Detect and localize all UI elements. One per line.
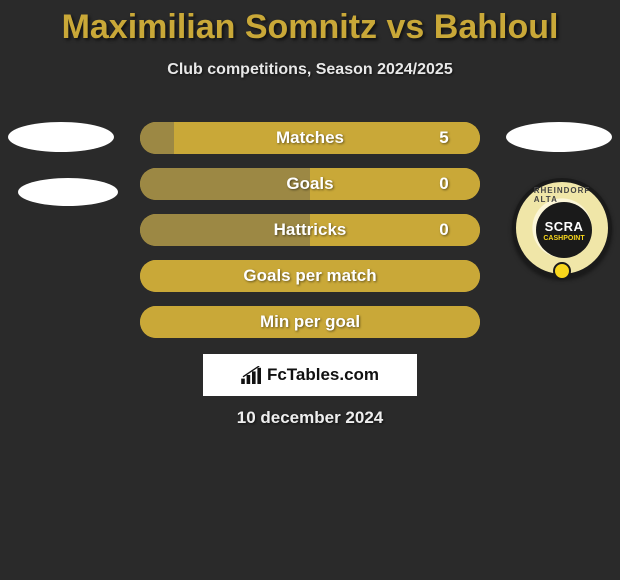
date-text: 10 december 2024 xyxy=(237,408,384,428)
bar-fill-right xyxy=(310,168,480,200)
comparison-bars: Matches 5 Goals 0 Hattricks 0 Goals per match M… xyxy=(140,122,480,338)
bar-label: Hattricks xyxy=(274,220,347,240)
bar-value-right: 5 xyxy=(439,128,448,148)
stat-bar: Goals 0 xyxy=(140,168,480,200)
avatar-ellipse xyxy=(18,178,118,206)
club-badge: RHEINDORF ALTA SCRA CASHPOINT xyxy=(512,178,612,278)
badge-ball-icon xyxy=(553,262,571,280)
bar-value-right: 0 xyxy=(439,174,448,194)
bar-fill-left xyxy=(140,168,310,200)
page-title: Maximilian Somnitz vs Bahloul xyxy=(0,0,620,47)
avatar-ellipse xyxy=(506,122,612,152)
stat-bar: Hattricks 0 xyxy=(140,214,480,246)
player-right-avatar xyxy=(506,122,612,152)
bar-label: Goals xyxy=(286,174,333,194)
bar-value-right: 0 xyxy=(439,220,448,240)
player-left-avatar xyxy=(8,122,118,206)
chart-icon xyxy=(241,366,263,384)
subtitle: Club competitions, Season 2024/2025 xyxy=(0,61,620,79)
bar-label: Goals per match xyxy=(243,266,376,286)
stat-bar: Min per goal xyxy=(140,306,480,338)
bar-label: Matches xyxy=(276,128,344,148)
avatar-ellipse xyxy=(8,122,114,152)
badge-main-text: SCRA xyxy=(545,219,584,234)
stat-bar: Goals per match xyxy=(140,260,480,292)
branding-text: FcTables.com xyxy=(267,365,379,385)
bar-fill-left xyxy=(140,122,174,154)
branding: FcTables.com xyxy=(203,354,417,396)
bar-label: Min per goal xyxy=(260,312,360,332)
stat-bar: Matches 5 xyxy=(140,122,480,154)
badge-sub-text: CASHPOINT xyxy=(543,235,584,242)
